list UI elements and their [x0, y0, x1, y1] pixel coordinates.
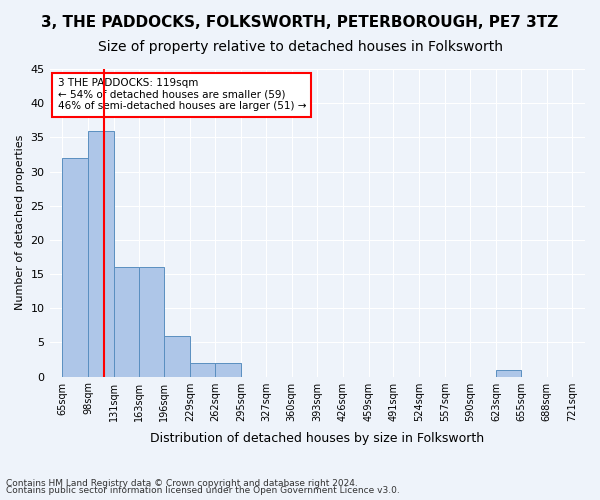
Bar [496, 370, 521, 376]
Bar [113, 267, 139, 376]
Bar [190, 363, 215, 376]
Bar [88, 130, 113, 376]
Bar [62, 158, 88, 376]
X-axis label: Distribution of detached houses by size in Folksworth: Distribution of detached houses by size … [150, 432, 484, 445]
Text: Contains public sector information licensed under the Open Government Licence v3: Contains public sector information licen… [6, 486, 400, 495]
Text: Size of property relative to detached houses in Folksworth: Size of property relative to detached ho… [97, 40, 503, 54]
Text: Contains HM Land Registry data © Crown copyright and database right 2024.: Contains HM Land Registry data © Crown c… [6, 478, 358, 488]
Y-axis label: Number of detached properties: Number of detached properties [15, 135, 25, 310]
Bar [139, 267, 164, 376]
Text: 3 THE PADDOCKS: 119sqm
← 54% of detached houses are smaller (59)
46% of semi-det: 3 THE PADDOCKS: 119sqm ← 54% of detached… [58, 78, 306, 112]
Bar [215, 363, 241, 376]
Text: 3, THE PADDOCKS, FOLKSWORTH, PETERBOROUGH, PE7 3TZ: 3, THE PADDOCKS, FOLKSWORTH, PETERBOROUG… [41, 15, 559, 30]
Bar [164, 336, 190, 376]
